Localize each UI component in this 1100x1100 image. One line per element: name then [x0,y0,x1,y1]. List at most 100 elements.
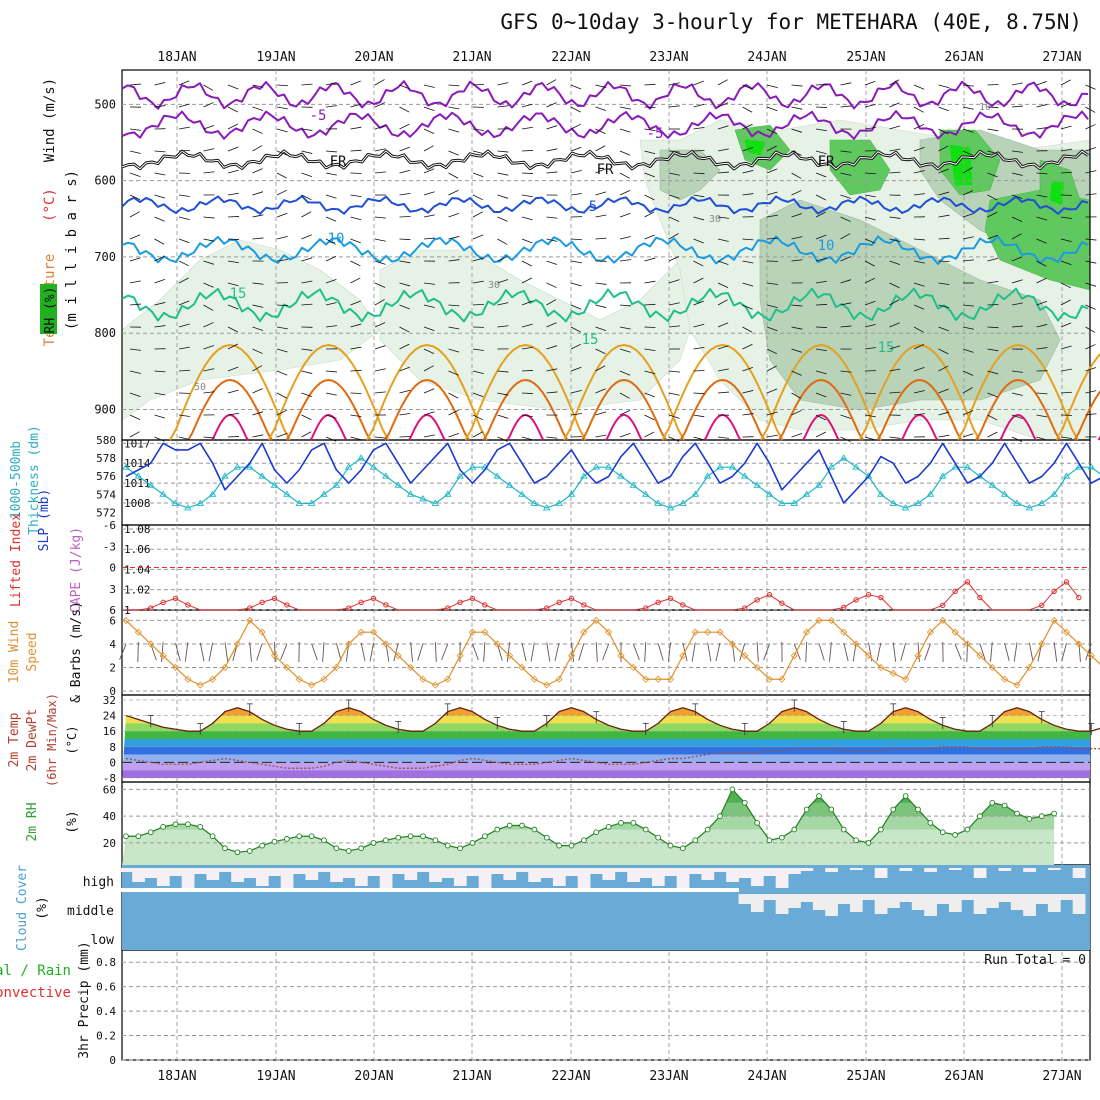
upper-wind-barb [840,216,851,222]
rh2m-tick-label: 40 [103,810,116,823]
cloud-mid-gap [849,894,863,912]
upper-wind-barb [546,216,558,219]
upper-wind-barb [1060,260,1072,266]
cloud-mid-gap [825,894,838,916]
rh2m-point [259,842,265,849]
date-label-bottom: 21JAN [452,1069,491,1084]
rh2m-point [172,821,179,828]
upper-wind-barb [668,279,680,284]
upper-wind-barb [693,346,705,350]
rh2m-point [989,799,996,806]
isotherm-warm-arch-2 [802,414,840,441]
cloud-mid-sep [268,888,282,892]
rh2m-point [308,833,315,840]
upper-wind-barb [570,282,582,287]
cloud-high-gap [664,868,678,876]
upper-wind-barb [791,172,802,179]
lifted-index-point [544,605,550,611]
wind-speed-point [567,652,576,660]
precip-tick-label: 0 [109,1054,116,1067]
upper-wind-barb [546,148,558,152]
upper-wind-barb [448,304,460,307]
upper-wind-barb [962,167,973,174]
cloud-high-gap [577,868,591,888]
lifted-index-point [952,588,958,594]
upper-wind-barb [1060,79,1071,86]
isotherm-warm-arch-2 [408,414,446,441]
thickness-point [778,499,786,506]
thickness-point [394,481,403,488]
isotherm-warm-arch-2 [605,414,643,441]
rh2m-point [865,840,872,846]
isotherm-warm-arch-2 [506,414,545,441]
upper-wind-barb [717,171,729,174]
date-label-bottom: 26JAN [944,1069,983,1084]
upper-wind-barb [374,299,385,306]
wind-speed-point [308,681,316,689]
upper-wind-barb [766,191,778,196]
isotherm-warm-arch-2 [900,414,939,441]
thickness-point [926,490,935,497]
upper-wind-barb [448,392,459,399]
rh2m-point [333,845,340,852]
wind-barb-10m [417,643,424,661]
thickness-point [641,490,650,497]
cloud-high-gap [602,868,616,880]
upper-wind-barb [1085,344,1096,350]
wind-barb-10m [530,642,535,662]
upper-wind-barb [1011,256,1023,262]
upper-wind-barb [913,367,925,372]
wind-barb-10m [175,643,181,661]
upper-wind-barb [717,436,729,439]
rh2m-point [556,842,562,849]
cloud-mid-sep [404,888,418,892]
lifted-index-point [779,600,785,606]
upper-wind-barb [448,172,459,179]
upper-wind-barb [154,325,166,328]
rh2m-point [717,813,723,819]
thickness-point [146,481,155,488]
thickness-point [542,504,551,511]
wind-speed-point [691,628,699,636]
rh2m-point [209,833,216,840]
upper-wind-barb [203,171,215,174]
cloud-mid-gap [936,894,950,904]
upper-wind-barb [717,391,729,394]
upper-wind-barb [1036,347,1048,350]
upper-wind-barb [1085,124,1096,130]
upper-wind-barb [570,123,582,130]
upper-wind-barb [546,436,558,439]
upper-wind-barb [178,414,190,417]
upper-wind-barb [840,436,851,442]
cloud-high-gap [948,868,962,870]
upper-wind-barb [1085,282,1097,287]
temp-band [122,707,1090,716]
upper-wind-barb [276,172,287,179]
upper-wind-barb [791,304,803,307]
wind-speed-point [431,681,439,689]
cloud-mid-sep [169,888,183,892]
upper-wind-barb [423,411,435,416]
upper-wind-barb [840,370,852,373]
wind-barb-10m [715,642,721,662]
thickness-tick-label: 574 [96,488,116,501]
upper-wind-barb [766,128,778,135]
upper-wind-barb [766,237,779,240]
upper-wind-barb [448,259,460,262]
upper-wind-barb [448,212,460,218]
upper-wind-barb [154,302,166,306]
upper-wind-barb [129,303,141,306]
wind-barb-10m [472,643,479,661]
rh2m-point [506,822,513,829]
upper-wind-barb [1036,277,1047,284]
cloud-high-gap [218,868,232,872]
upper-wind-barb [938,326,949,332]
rh2m-point [667,842,674,849]
upper-wind-barb [546,79,557,86]
wind-speed-point [679,652,687,660]
rh2m-point [704,826,711,833]
upper-wind-barb [619,370,631,376]
upper-wind-barb [791,84,803,87]
wind-speed-point [580,628,588,636]
upper-wind-barb [325,392,337,396]
